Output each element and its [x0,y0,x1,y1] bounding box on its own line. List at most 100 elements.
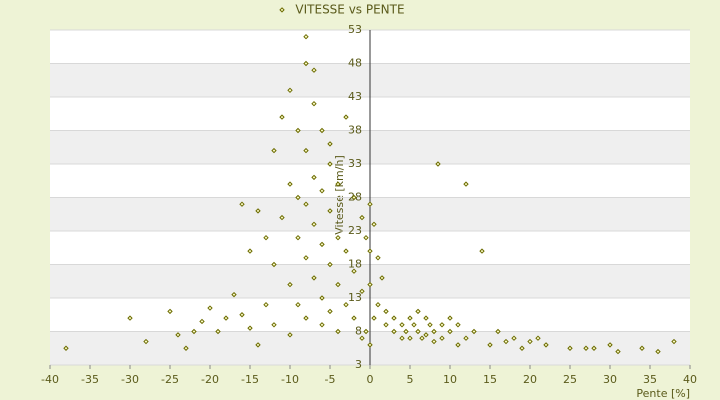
point [439,335,445,341]
point [375,301,381,308]
point [351,194,357,201]
point [303,255,309,261]
point [287,181,293,187]
point [351,268,357,274]
point [327,141,333,147]
point [335,281,341,288]
point [167,308,173,315]
point [63,345,69,351]
point [411,322,417,328]
x-tick-label: 35 [643,373,657,386]
point [415,308,421,315]
point [335,181,341,187]
point [495,328,501,335]
point [327,208,333,214]
point [231,291,237,298]
x-tick-label: 25 [563,373,577,386]
point [431,338,437,345]
point [399,322,405,328]
point [271,322,277,328]
point [527,338,533,345]
y-tick-label: 3 [355,358,362,371]
x-tick-label: -30 [121,373,139,386]
point [127,315,133,321]
point [455,322,461,328]
point [359,214,365,221]
point [287,281,293,288]
point [583,345,589,351]
point [191,328,197,335]
x-tick-label: -10 [281,373,299,386]
x-tick-label: -20 [201,373,219,386]
point [351,315,357,321]
point [335,328,341,335]
point [383,322,389,328]
point [371,221,377,228]
point [199,318,205,325]
y-tick-label: 18 [348,258,362,271]
point [295,194,301,201]
point [343,114,349,120]
x-tick-label: 20 [523,373,537,386]
point [419,335,425,341]
point [463,181,469,187]
point [671,338,677,345]
point [207,305,213,311]
point [303,147,309,154]
point [143,338,149,345]
point [427,322,433,328]
point [319,241,325,248]
point [255,342,261,348]
point [391,328,397,335]
point [567,345,573,351]
point [343,301,349,308]
point [223,315,229,321]
point [407,315,413,321]
x-tick-label: -40 [41,373,59,386]
point [319,295,325,301]
point [363,328,369,335]
point [487,342,493,348]
point [239,312,245,318]
chart-title: VITESSE vs PENTE [295,3,404,17]
point [271,261,277,268]
x-tick-label: 0 [367,373,374,386]
point [255,208,261,214]
point [175,332,181,338]
y-tick-label: 38 [348,124,362,137]
point [271,147,277,154]
point [247,248,253,254]
point [303,315,309,321]
point [447,315,453,321]
point [263,301,269,308]
point [327,308,333,315]
point [479,248,485,254]
y-tick-label: 13 [348,291,362,304]
point [247,325,253,331]
y-axis-label: Vitesse [km/h] [333,155,346,235]
y-tick-label: 8 [355,325,362,338]
x-tick-label: 15 [483,373,497,386]
point [303,33,309,40]
point [311,174,317,181]
point [439,322,445,328]
x-tick-label: 10 [443,373,457,386]
point [543,342,549,348]
x-tick-label: -25 [161,373,179,386]
point [655,348,661,355]
point [615,348,621,355]
y-tick-label: 48 [348,57,362,70]
point [607,342,613,348]
point [263,234,269,241]
point [407,335,413,341]
point [447,328,453,335]
point [431,328,437,335]
x-tick-label: 30 [603,373,617,386]
point [279,214,285,221]
point [591,345,597,351]
point [359,335,365,341]
point [287,87,293,94]
point [367,201,373,207]
x-tick-label: -35 [81,373,99,386]
